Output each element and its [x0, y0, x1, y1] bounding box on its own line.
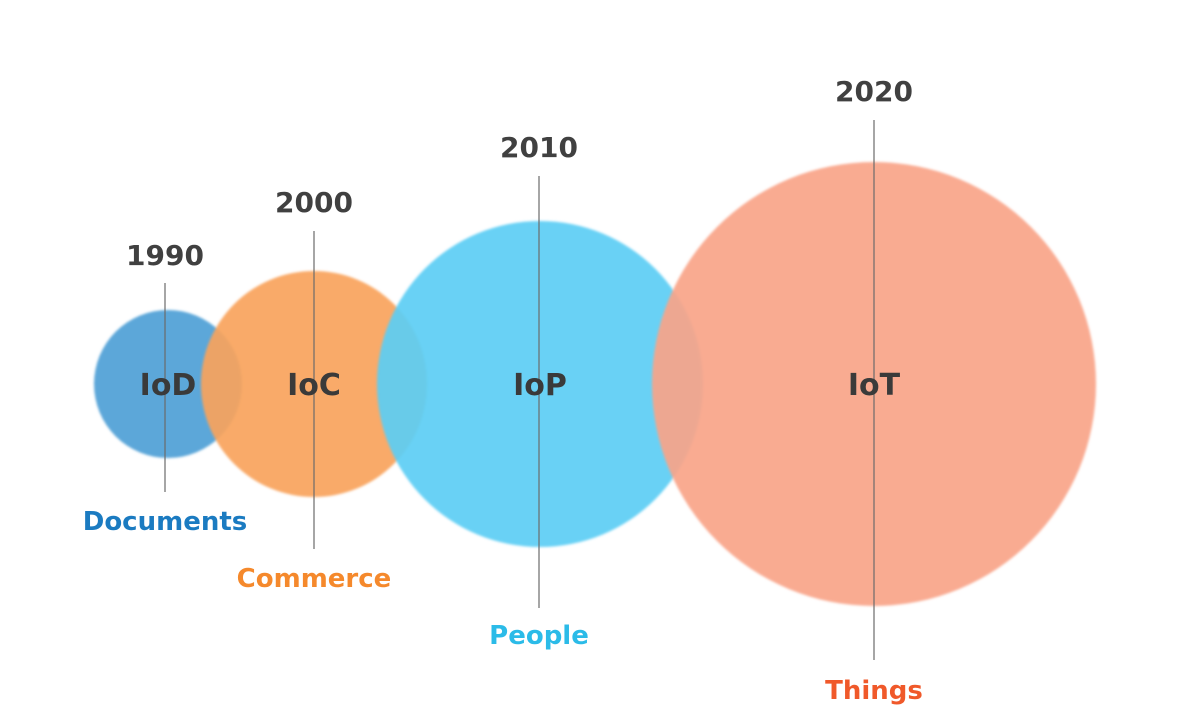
- circle-people: [377, 221, 703, 547]
- circle-documents: [94, 310, 242, 458]
- year-label-people: 2010: [500, 131, 578, 164]
- year-label-commerce: 2000: [275, 186, 353, 219]
- category-label-documents: Documents: [83, 507, 248, 537]
- abbr-label-commerce: IoC: [287, 368, 341, 403]
- year-label-things: 2020: [835, 75, 913, 108]
- abbr-label-things: IoT: [848, 368, 901, 403]
- year-label-documents: 1990: [126, 239, 204, 272]
- category-label-people: People: [489, 621, 589, 651]
- abbr-label-people: IoP: [513, 368, 567, 403]
- abbr-label-documents: IoD: [140, 368, 197, 403]
- category-label-things: Things: [825, 676, 923, 706]
- category-label-commerce: Commerce: [237, 564, 392, 594]
